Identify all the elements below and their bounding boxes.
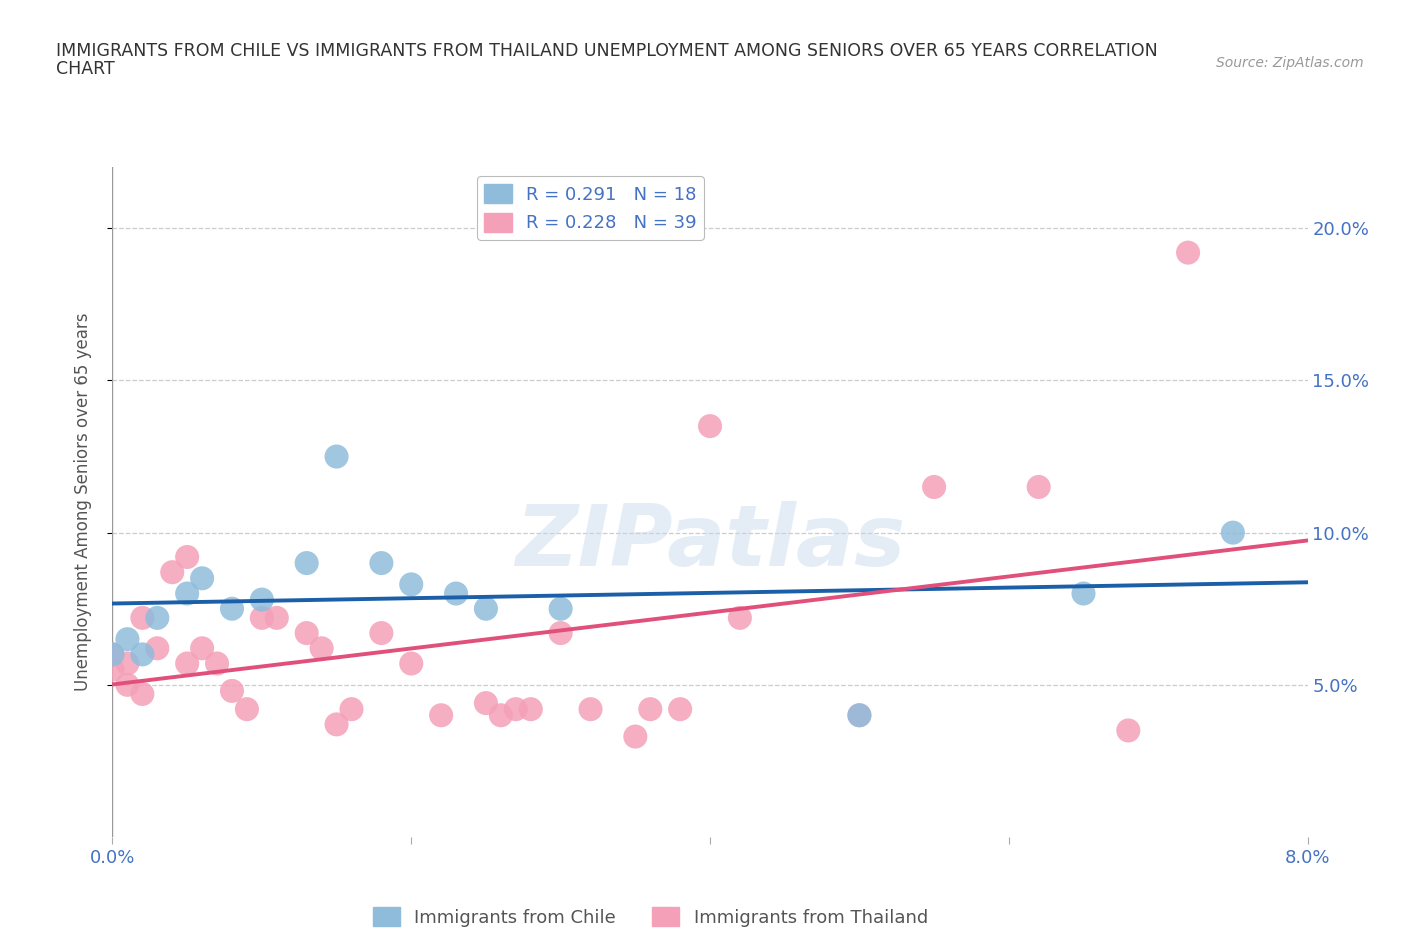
Point <box>489 708 512 723</box>
Point <box>162 565 183 579</box>
Y-axis label: Unemployment Among Seniors over 65 years: Unemployment Among Seniors over 65 years <box>73 313 91 691</box>
Point <box>475 696 498 711</box>
Point <box>205 656 228 671</box>
Point <box>638 702 661 717</box>
Point <box>728 610 751 625</box>
Point <box>550 626 572 641</box>
Point <box>236 702 259 717</box>
Point <box>325 449 347 464</box>
Point <box>669 702 692 717</box>
Point <box>221 684 243 698</box>
Point <box>295 626 318 641</box>
Point <box>117 677 139 692</box>
Point <box>266 610 288 625</box>
Point <box>191 571 214 586</box>
Point <box>579 702 602 717</box>
Point <box>101 662 124 677</box>
Point <box>101 647 124 662</box>
Point <box>131 647 153 662</box>
Point <box>1073 586 1095 601</box>
Point <box>250 610 273 625</box>
Point <box>444 586 467 601</box>
Point <box>131 610 153 625</box>
Point <box>311 641 333 656</box>
Point <box>624 729 647 744</box>
Point <box>370 555 392 570</box>
Point <box>1028 480 1050 495</box>
Point <box>176 586 198 601</box>
Point <box>1177 246 1199 260</box>
Point <box>401 577 423 591</box>
Point <box>550 602 572 617</box>
Text: Source: ZipAtlas.com: Source: ZipAtlas.com <box>1216 56 1364 70</box>
Point <box>370 626 392 641</box>
Text: IMMIGRANTS FROM CHILE VS IMMIGRANTS FROM THAILAND UNEMPLOYMENT AMONG SENIORS OVE: IMMIGRANTS FROM CHILE VS IMMIGRANTS FROM… <box>56 42 1159 60</box>
Point <box>1222 525 1244 540</box>
Point <box>176 550 198 565</box>
Point <box>101 647 124 662</box>
Point <box>430 708 453 723</box>
Point <box>250 592 273 607</box>
Point <box>295 555 318 570</box>
Point <box>475 602 498 617</box>
Point <box>848 708 870 723</box>
Text: ZIPatlas: ZIPatlas <box>515 501 905 584</box>
Point <box>131 686 153 701</box>
Legend: Immigrants from Chile, Immigrants from Thailand: Immigrants from Chile, Immigrants from T… <box>366 899 935 930</box>
Point <box>505 702 527 717</box>
Text: CHART: CHART <box>56 60 115 78</box>
Point <box>146 641 169 656</box>
Point <box>146 610 169 625</box>
Point <box>922 480 945 495</box>
Point <box>117 656 139 671</box>
Point <box>699 418 721 433</box>
Point <box>325 717 347 732</box>
Point <box>401 656 423 671</box>
Point <box>520 702 543 717</box>
Point <box>191 641 214 656</box>
Point <box>848 708 870 723</box>
Point <box>340 702 363 717</box>
Point <box>176 656 198 671</box>
Point <box>1116 723 1139 737</box>
Point <box>117 631 139 646</box>
Point <box>221 602 243 617</box>
